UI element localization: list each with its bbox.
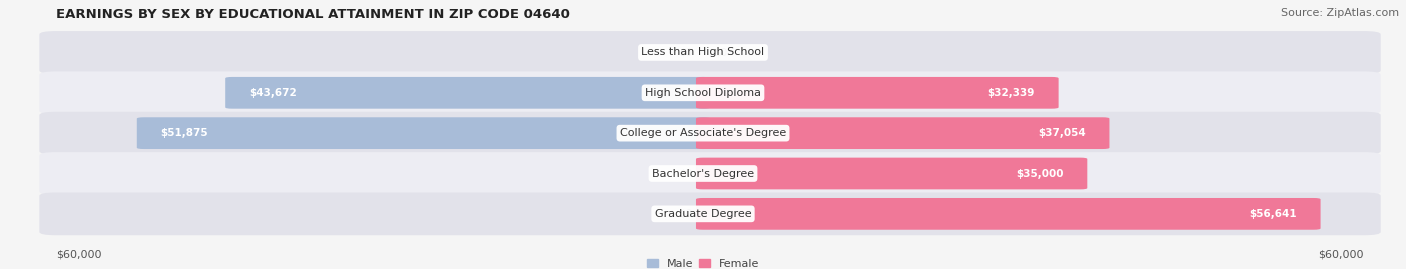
Text: $37,054: $37,054 bbox=[1038, 128, 1085, 138]
FancyBboxPatch shape bbox=[696, 77, 1059, 109]
FancyBboxPatch shape bbox=[136, 117, 710, 149]
Text: $32,339: $32,339 bbox=[987, 88, 1035, 98]
Text: $0: $0 bbox=[714, 47, 727, 58]
FancyBboxPatch shape bbox=[696, 158, 1087, 189]
Text: $35,000: $35,000 bbox=[1017, 168, 1063, 179]
Text: $0: $0 bbox=[679, 209, 692, 219]
FancyBboxPatch shape bbox=[696, 198, 1320, 230]
FancyBboxPatch shape bbox=[696, 117, 1109, 149]
Text: Bachelor's Degree: Bachelor's Degree bbox=[652, 168, 754, 179]
Text: $0: $0 bbox=[679, 47, 692, 58]
FancyBboxPatch shape bbox=[39, 112, 1381, 154]
FancyBboxPatch shape bbox=[225, 77, 710, 109]
Text: Graduate Degree: Graduate Degree bbox=[655, 209, 751, 219]
Text: High School Diploma: High School Diploma bbox=[645, 88, 761, 98]
Text: College or Associate's Degree: College or Associate's Degree bbox=[620, 128, 786, 138]
Text: $51,875: $51,875 bbox=[160, 128, 208, 138]
Text: $43,672: $43,672 bbox=[249, 88, 297, 98]
FancyBboxPatch shape bbox=[39, 193, 1381, 235]
FancyBboxPatch shape bbox=[39, 72, 1381, 114]
Text: $60,000: $60,000 bbox=[1319, 249, 1364, 259]
Legend: Male, Female: Male, Female bbox=[647, 259, 759, 269]
Text: Less than High School: Less than High School bbox=[641, 47, 765, 58]
FancyBboxPatch shape bbox=[39, 31, 1381, 74]
Text: $60,000: $60,000 bbox=[56, 249, 101, 259]
FancyBboxPatch shape bbox=[39, 152, 1381, 195]
Text: Source: ZipAtlas.com: Source: ZipAtlas.com bbox=[1281, 8, 1399, 18]
Text: $56,641: $56,641 bbox=[1249, 209, 1296, 219]
Text: $0: $0 bbox=[679, 168, 692, 179]
Text: EARNINGS BY SEX BY EDUCATIONAL ATTAINMENT IN ZIP CODE 04640: EARNINGS BY SEX BY EDUCATIONAL ATTAINMEN… bbox=[56, 8, 569, 21]
